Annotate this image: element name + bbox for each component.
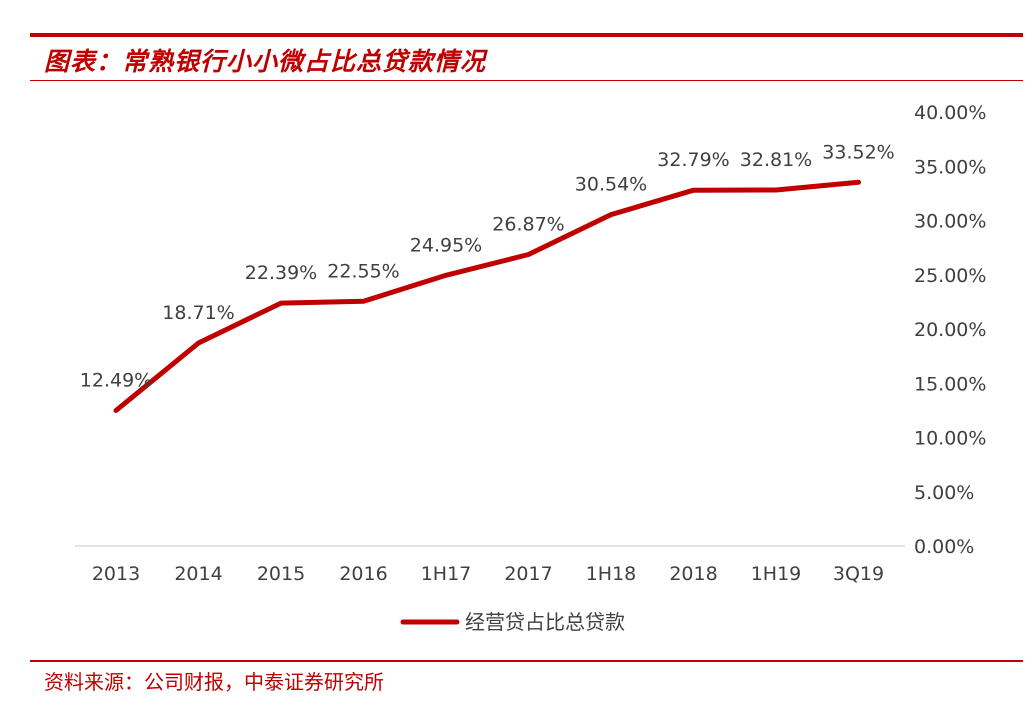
x-tick-label: 2016 xyxy=(339,563,387,585)
y-tick-label: 10.00% xyxy=(914,428,986,450)
y-tick-label: 25.00% xyxy=(914,265,986,287)
x-tick-label: 2017 xyxy=(504,563,552,585)
x-tick-label: 1H17 xyxy=(421,563,472,585)
x-tick-label: 2018 xyxy=(669,563,717,585)
y-tick-label: 15.00% xyxy=(914,373,986,395)
data-label: 33.52% xyxy=(822,141,894,163)
footer-rule xyxy=(30,660,1023,662)
y-tick-label: 30.00% xyxy=(914,211,986,233)
data-label: 18.71% xyxy=(162,302,234,324)
data-label: 24.95% xyxy=(410,234,482,256)
line-chart: 0.00% 5.00% 10.00% 15.00% 20.00% 25.00% 30.00%… xyxy=(75,102,986,634)
data-label: 22.55% xyxy=(327,260,399,282)
x-axis-ticks: 2013 2014 2015 2016 1H17 2017 1H18 2018 1H19 3Q19 xyxy=(92,563,884,585)
header-bottom-rule xyxy=(30,80,1023,81)
x-tick-label: 1H18 xyxy=(586,563,637,585)
y-axis-ticks: 0.00% 5.00% 10.00% 15.00% 20.00% 25.00% 30.00%… xyxy=(914,102,986,558)
data-label: 32.79% xyxy=(657,149,729,171)
y-tick-label: 20.00% xyxy=(914,319,986,341)
x-tick-label: 2013 xyxy=(92,563,140,585)
y-tick-label: 0.00% xyxy=(914,536,974,558)
page-title: 图表：常熟银行小小微占比总贷款情况 xyxy=(44,47,487,76)
x-tick-label: 1H19 xyxy=(751,563,802,585)
series-line xyxy=(113,179,861,413)
data-label: 26.87% xyxy=(492,213,564,235)
data-labels: 12.49% 18.71% 22.39% 22.55% 24.95% 26.87% 30.5… xyxy=(80,141,895,391)
data-label: 32.81% xyxy=(740,149,812,171)
data-label: 12.49% xyxy=(80,369,152,391)
legend-label: 经营贷占比总贷款 xyxy=(465,610,625,634)
x-tick-label: 2015 xyxy=(257,563,305,585)
legend: 经营贷占比总贷款 xyxy=(400,610,625,634)
y-tick-label: 40.00% xyxy=(914,102,986,124)
data-label: 22.39% xyxy=(245,262,317,284)
x-tick-label: 2014 xyxy=(174,563,222,585)
y-tick-label: 35.00% xyxy=(914,156,986,178)
x-tick-label: 3Q19 xyxy=(833,563,884,585)
source-note: 资料来源：公司财报，中泰证券研究所 xyxy=(44,670,384,694)
y-tick-label: 5.00% xyxy=(914,482,974,504)
data-label: 30.54% xyxy=(575,174,647,196)
header-top-rule xyxy=(30,33,1023,37)
